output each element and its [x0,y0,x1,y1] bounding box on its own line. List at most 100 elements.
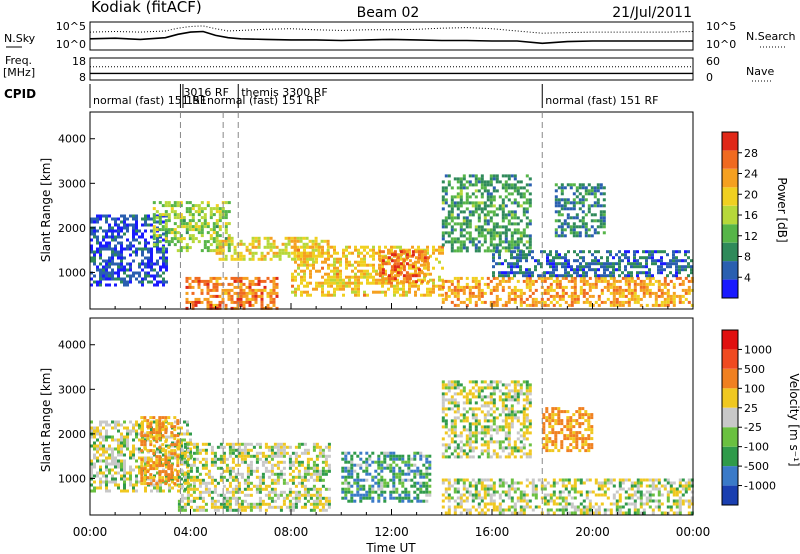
heatmap-cell [398,499,402,503]
heatmap-cell [234,490,238,494]
heatmap-cell [117,483,120,487]
heatmap-cell [224,210,228,214]
heatmap-cell [138,480,141,484]
heatmap-cell [456,291,460,295]
heatmap-cell [489,303,493,307]
heatmap-cell [189,475,193,479]
heatmap-cell [404,472,408,476]
heatmap-cell [164,234,168,238]
heatmap-cell [251,245,255,249]
heatmap-cell [185,279,189,283]
heatmap-cell [117,256,120,260]
heatmap-cell [183,462,186,466]
heatmap-cell [246,448,250,452]
heatmap-cell [314,248,318,252]
heatmap-cell [327,293,330,297]
heatmap-cell [188,285,192,289]
heatmap-cell [158,473,162,477]
heatmap-cell [209,210,213,214]
heatmap-cell [164,219,168,223]
heatmap-cell [489,192,493,196]
heatmap-cell [549,300,553,304]
heatmap-cell [516,204,520,208]
heatmap-cell [383,490,387,494]
heatmap-cell [183,481,187,485]
heatmap-cell [138,426,141,430]
heatmap-cell [593,186,597,190]
heatmap-cell [237,448,241,452]
heatmap-cell [510,183,514,187]
heatmap-cell [318,454,322,458]
heatmap-cell [152,231,156,235]
heatmap-cell [278,257,282,261]
heatmap-cell [401,454,405,458]
heatmap-cell [603,300,607,304]
heatmap-cell [456,288,460,292]
heatmap-cell [516,294,520,298]
heatmap-cell [99,432,102,436]
heatmap-cell [182,222,186,226]
heatmap-cell [513,398,517,402]
heatmap-cell [173,234,177,238]
heatmap-cell [324,260,327,264]
heatmap-cell [450,300,454,304]
heatmap-cell [450,279,454,283]
heatmap-cell [156,241,159,245]
heatmap-cell [597,294,601,298]
heatmap-cell [168,483,171,487]
heatmap-cell [531,274,534,278]
heatmap-cell [555,300,559,304]
heatmap-cell [341,451,345,455]
heatmap-cell [675,271,678,275]
heatmap-cell [369,263,372,267]
heatmap-cell [404,460,408,464]
heatmap-cell [129,465,132,469]
heatmap-cell [504,416,508,420]
heatmap-cell [569,183,573,187]
heatmap-cell [612,265,615,269]
heatmap-cell [690,268,693,272]
heatmap-cell [245,291,249,295]
heatmap-cell [420,256,424,260]
heatmap-cell [552,262,555,266]
heatmap-cell [489,386,493,390]
heatmap-cell [201,508,205,512]
heatmap-cell [441,419,445,423]
heatmap-cell [236,306,240,310]
heatmap-cell [395,490,399,494]
heatmap-cell [276,460,280,464]
heatmap-cell [123,453,126,457]
heatmap-cell [230,254,234,258]
heatmap-cell [419,457,423,461]
heatmap-cell [584,234,588,238]
heatmap-cell [158,470,162,474]
heatmap-cell [408,287,411,291]
heatmap-cell [578,183,582,187]
heatmap-cell [150,480,153,484]
heatmap-cell [507,198,511,202]
heatmap-cell [291,478,295,482]
heatmap-cell [93,462,96,466]
heatmap-cell [414,256,418,260]
heatmap-cell [275,254,279,258]
heatmap-cell [318,451,322,455]
heatmap-cell [164,237,168,241]
heatmap-cell [135,480,138,484]
heatmap-cell [347,499,351,503]
heatmap-cell [354,275,357,279]
heatmap-cell [198,481,202,485]
heatmap-cell [198,460,202,464]
heatmap-cell [150,253,153,257]
heatmap-cell [224,254,228,258]
heatmap-cell [273,472,277,476]
heatmap-cell [636,276,640,280]
heatmap-cell [312,487,316,491]
heatmap-cell [248,282,252,286]
heatmap-cell [474,380,478,384]
heatmap-cell [405,277,409,281]
heatmap-cell [312,442,316,446]
heatmap-cell [324,508,328,512]
heatmap-cell [170,473,174,477]
heatmap-cell [444,201,448,205]
